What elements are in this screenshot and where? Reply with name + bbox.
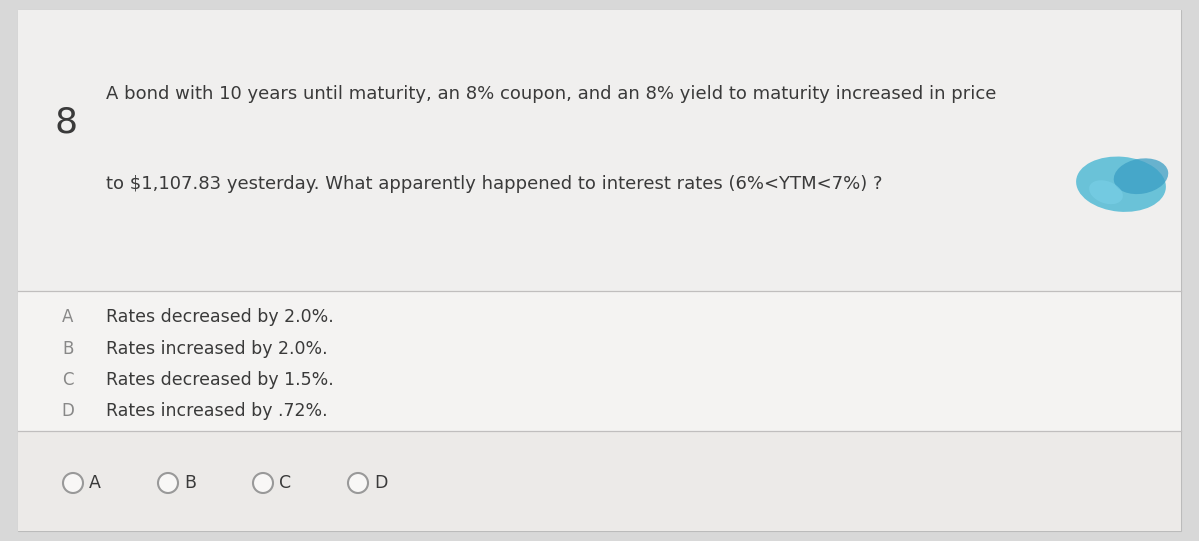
Text: A: A <box>89 474 101 492</box>
Ellipse shape <box>1114 159 1168 194</box>
Text: B: B <box>62 340 73 358</box>
Text: Rates increased by .72%.: Rates increased by .72%. <box>106 402 327 420</box>
Circle shape <box>158 473 177 493</box>
Text: C: C <box>279 474 291 492</box>
Text: D: D <box>374 474 387 492</box>
Text: B: B <box>183 474 195 492</box>
Text: Rates decreased by 1.5%.: Rates decreased by 1.5%. <box>106 371 333 388</box>
Ellipse shape <box>1089 180 1123 204</box>
Text: C: C <box>62 371 74 388</box>
Text: Rates increased by 2.0%.: Rates increased by 2.0%. <box>106 340 327 358</box>
Text: Rates decreased by 2.0%.: Rates decreased by 2.0%. <box>106 308 333 326</box>
Circle shape <box>64 473 83 493</box>
Text: to $1,107.83 yesterday. What apparently happened to interest rates (6%<YTM<7%) ?: to $1,107.83 yesterday. What apparently … <box>106 175 882 193</box>
Text: 8: 8 <box>54 105 78 140</box>
FancyBboxPatch shape <box>18 10 1181 531</box>
FancyBboxPatch shape <box>18 291 1181 431</box>
FancyBboxPatch shape <box>18 10 1181 291</box>
Circle shape <box>348 473 368 493</box>
FancyBboxPatch shape <box>18 431 1181 531</box>
Ellipse shape <box>1077 156 1165 212</box>
Text: A: A <box>62 308 73 326</box>
Text: A bond with 10 years until maturity, an 8% coupon, and an 8% yield to maturity i: A bond with 10 years until maturity, an … <box>106 85 996 103</box>
Text: D: D <box>61 402 74 420</box>
Circle shape <box>253 473 273 493</box>
